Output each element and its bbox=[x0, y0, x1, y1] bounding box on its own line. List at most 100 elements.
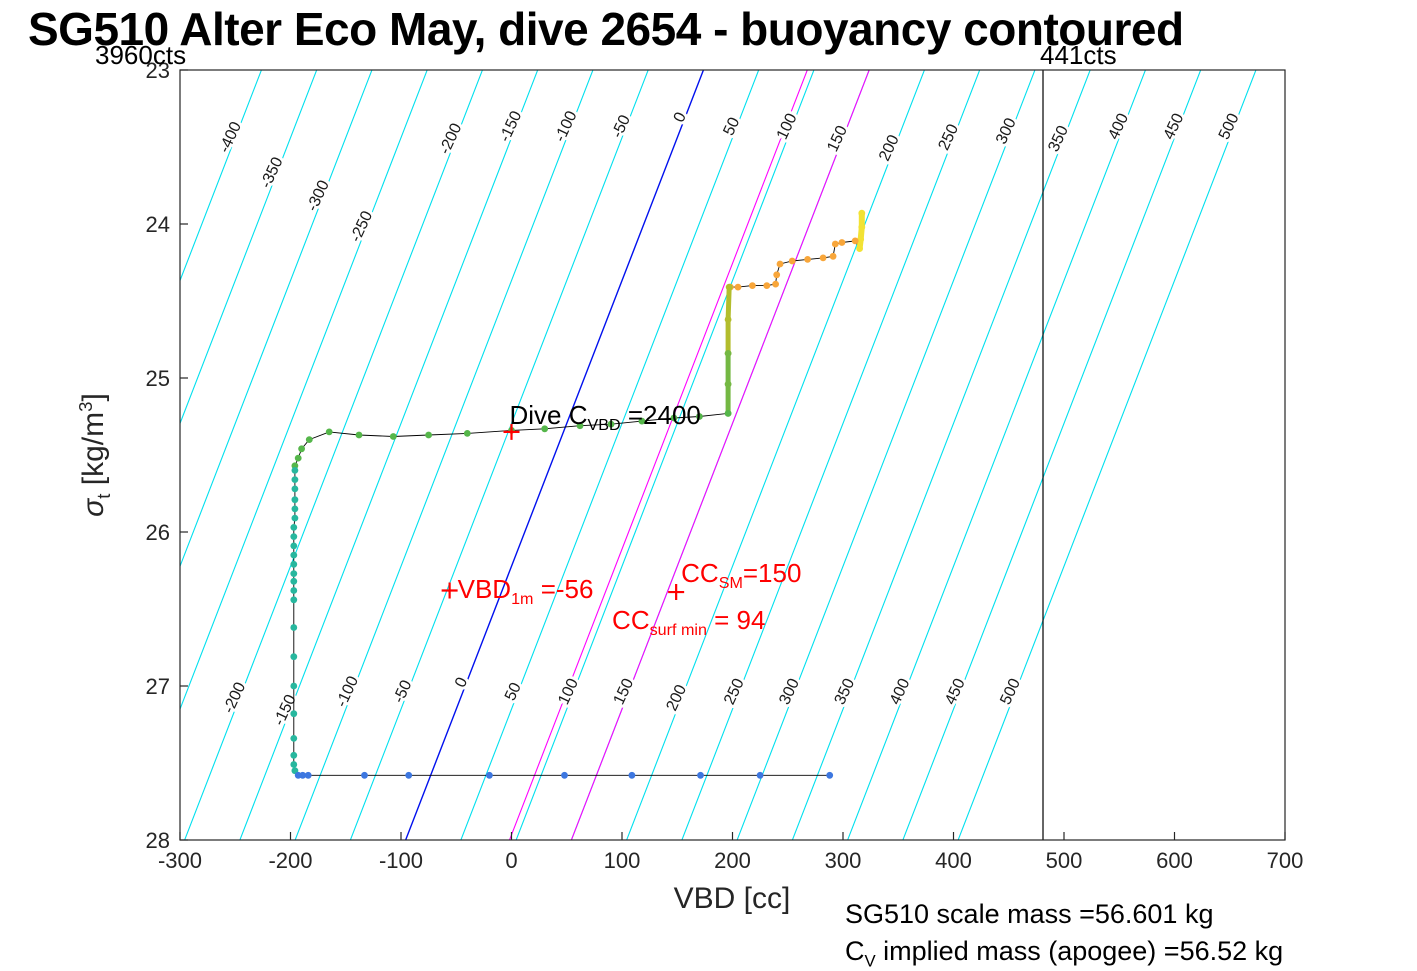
trace-dot bbox=[299, 771, 307, 779]
trace-dot bbox=[851, 237, 859, 245]
buoyancy-plot-canvas: -400 -350 -300 -250 -200 -200 -150 -150 -100 -100… bbox=[146, 58, 1304, 873]
contour-line--350 bbox=[180, 70, 318, 425]
contour-label: -300 bbox=[304, 178, 333, 214]
x-tick-label: 600 bbox=[1156, 848, 1193, 873]
highlight-contour-94 bbox=[508, 70, 808, 840]
contour-line-100 bbox=[515, 70, 815, 840]
trace-dot bbox=[290, 570, 298, 577]
trace-dot bbox=[826, 771, 834, 779]
annotation-text-sub: SM bbox=[718, 574, 743, 593]
y-tick-label: 23 bbox=[146, 58, 170, 83]
trace-dot bbox=[290, 735, 298, 742]
x-tick-label: -200 bbox=[268, 848, 312, 873]
annotation-dive-cvbd: Dive CVBD =2400 bbox=[510, 400, 701, 435]
y-tick-label: 27 bbox=[146, 674, 170, 699]
trace-dot bbox=[290, 596, 298, 604]
trace-dot bbox=[290, 682, 298, 690]
trace-dot bbox=[290, 624, 298, 631]
x-tick-label: 100 bbox=[604, 848, 641, 873]
contour-line-500 bbox=[957, 70, 1257, 840]
trace-dot bbox=[772, 280, 779, 288]
contour-line--150 bbox=[239, 70, 539, 840]
implied-mass-sub: V bbox=[864, 951, 876, 971]
contour-line-400 bbox=[847, 70, 1147, 840]
annotation-text-part: =2400 bbox=[620, 399, 701, 430]
trace-dot bbox=[773, 271, 781, 279]
trace-dot bbox=[290, 751, 298, 759]
y-axis-label: σt [kg/m3] bbox=[75, 393, 115, 517]
trace-dot bbox=[857, 236, 865, 243]
trace-dot bbox=[607, 420, 615, 428]
sigma-symbol: σ bbox=[77, 498, 110, 517]
x-tick-label: -100 bbox=[379, 848, 423, 873]
trace-dot bbox=[576, 422, 584, 430]
scale-mass-text: SG510 scale mass =56.601 kg bbox=[845, 899, 1214, 929]
trace-dot bbox=[290, 710, 298, 718]
trace-dot bbox=[561, 771, 568, 779]
x-tick-label: 300 bbox=[825, 848, 862, 873]
contour-line--300 bbox=[180, 70, 373, 568]
trace-segment-surface-yellow bbox=[856, 210, 865, 252]
annotation-cc-sm: CCSM=150 bbox=[681, 558, 801, 593]
trace-dot bbox=[290, 551, 298, 559]
trace-dot bbox=[290, 587, 298, 594]
right-counts-label: 441cts bbox=[1040, 40, 1117, 70]
trace-dot bbox=[355, 431, 363, 439]
contour-line--50 bbox=[349, 70, 649, 840]
trace-dot bbox=[829, 252, 837, 260]
trace-dot bbox=[628, 771, 636, 779]
trace-dot bbox=[290, 524, 298, 531]
x-tick-label: -300 bbox=[158, 848, 202, 873]
plus-marker-2 bbox=[668, 584, 685, 601]
trace-dot bbox=[291, 505, 299, 513]
contour-line--400 bbox=[180, 70, 263, 283]
trace-dot bbox=[290, 533, 298, 540]
trace-dot bbox=[749, 282, 756, 289]
trace-dot bbox=[425, 431, 432, 439]
trace-dot bbox=[290, 577, 298, 585]
contour-line--100 bbox=[294, 70, 594, 840]
trace-dot bbox=[670, 414, 678, 422]
trace-dot bbox=[776, 260, 784, 268]
trace-dot bbox=[305, 436, 313, 443]
contour-line-0 bbox=[404, 70, 705, 840]
implied-mass-prefix: C bbox=[845, 936, 865, 966]
sigma-subscript: t bbox=[93, 493, 114, 499]
contour-label: -250 bbox=[347, 209, 376, 245]
implied-mass-suffix: implied mass (apogee) =56.52 kg bbox=[875, 936, 1284, 966]
y-tick-label: 25 bbox=[146, 366, 170, 391]
x-tick-label: 500 bbox=[1046, 848, 1083, 873]
plot-border bbox=[179, 69, 1286, 841]
annotation-text-part: =150 bbox=[742, 558, 802, 589]
trace-dot bbox=[298, 445, 305, 453]
trace-dot bbox=[463, 430, 471, 437]
highlight-contour-150 bbox=[570, 70, 870, 840]
annotation-text-part: CC bbox=[612, 604, 650, 635]
trace-dot bbox=[819, 254, 827, 262]
trace-layer bbox=[290, 209, 866, 779]
trace-dot bbox=[724, 350, 732, 357]
contour-label: -150 bbox=[271, 692, 300, 728]
contour-line-350 bbox=[791, 70, 1091, 840]
trace-dot bbox=[858, 209, 866, 217]
y-axis-units-exponent: 3 bbox=[75, 401, 96, 412]
trace-dot bbox=[725, 283, 733, 291]
contour-line-50 bbox=[460, 70, 760, 840]
annotation-text-part: Dive C bbox=[509, 399, 588, 430]
contour-line-250 bbox=[681, 70, 981, 840]
trace-dot bbox=[838, 239, 846, 246]
annotation-text-part: = 94 bbox=[706, 604, 766, 635]
x-tick-label: 200 bbox=[714, 848, 751, 873]
x-tick-label: 700 bbox=[1267, 848, 1304, 873]
contour-label: -100 bbox=[333, 674, 362, 710]
trace-dot bbox=[724, 316, 732, 323]
contour-line-300 bbox=[736, 70, 1036, 840]
trace-dot bbox=[291, 467, 299, 474]
trace-dot bbox=[291, 514, 299, 522]
contour-label: -350 bbox=[258, 155, 287, 191]
left-counts-label: 3960cts bbox=[95, 40, 187, 70]
y-tick-label: 24 bbox=[146, 212, 170, 237]
trace-dot bbox=[756, 771, 764, 779]
trace-dot bbox=[804, 256, 811, 263]
trace-dot bbox=[361, 771, 368, 779]
